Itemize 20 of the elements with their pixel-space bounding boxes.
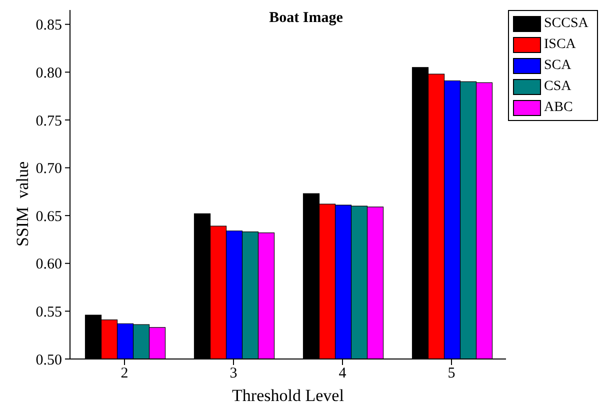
legend-label: SCA: [543, 57, 572, 75]
y-tick-label: 0.85: [36, 18, 62, 34]
legend-label: SCCSA: [543, 15, 590, 33]
x-tick-label: 5: [448, 366, 456, 382]
legend-label: CSA: [543, 78, 572, 96]
y-tick-label: 0.70: [36, 161, 62, 178]
x-tick-label: 2: [120, 366, 128, 382]
x-axis-title: Threshold Level: [232, 386, 344, 405]
x-tick-label: 4: [338, 366, 347, 382]
y-tick-label: 0.80: [36, 65, 62, 82]
y-axis-title: SSIM value: [13, 160, 33, 248]
y-tick-label: 0.55: [36, 304, 62, 321]
legend-label: ISCA: [543, 36, 577, 54]
y-tick-label: 0.75: [36, 113, 62, 130]
y-tick-label: 0.60: [36, 256, 62, 273]
chart-title: Boat Image: [269, 10, 343, 26]
y-tick-label: 0.50: [36, 352, 62, 368]
x-tick-label: 3: [230, 366, 238, 382]
legend-label: ABC: [543, 99, 574, 117]
y-tick-label: 0.65: [36, 208, 62, 225]
